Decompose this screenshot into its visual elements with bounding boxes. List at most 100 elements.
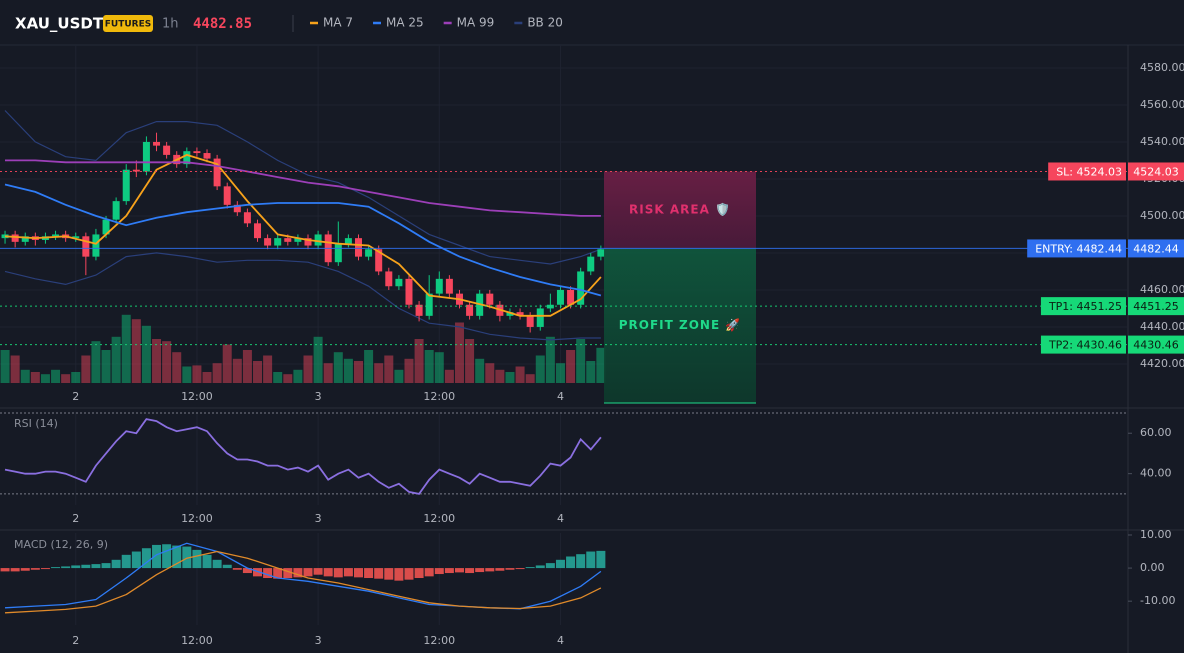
macd-histogram-bar [192,549,202,569]
profit-zone [604,248,756,403]
candle-body [233,204,241,213]
candle-body [294,238,302,242]
candle-body [142,141,150,172]
candle-body [52,234,60,237]
candle-body [344,238,352,244]
badge-background [103,15,153,32]
moving-average [5,159,601,217]
volume-bar [374,363,384,383]
volume-bar [465,339,475,383]
volume-bar [333,352,343,383]
volume-bar [61,374,71,383]
volume-bar [253,361,263,383]
legend: MA 7 MA 25 MA 99 BB 20 [310,16,563,30]
candle-body [264,238,272,246]
interval[interactable]: 1h [162,17,179,32]
macd-histogram-bar [10,568,20,572]
macd-histogram-bar [40,568,50,570]
candle-body [516,312,524,316]
candle-body [354,238,362,257]
volume-bar [51,369,61,383]
macd-histogram-bar [364,568,374,579]
legend-label: MA 25 [386,16,424,30]
macd-histogram-bar [263,568,273,579]
level-tag-bg [1027,239,1126,258]
candle-body [405,278,413,305]
volume-bar [535,355,545,383]
candle-body [72,236,80,239]
volume-bar [101,350,111,383]
candle-body [243,212,251,224]
candle-body [567,289,575,305]
macd-histogram-bar [273,568,283,579]
volume-bar [404,358,414,383]
volume-bar [71,372,81,383]
risk-zone [604,171,756,249]
macd-histogram-bar [394,568,404,581]
x-tick-label: 4 [557,390,564,403]
x-tick-label: 3 [315,512,322,525]
legend-label: MA 99 [457,16,495,30]
macd-histogram-bar [404,568,414,580]
volume-bar [0,350,10,383]
candle-body [254,223,262,239]
candle-body [284,238,292,242]
zone-label: RISK AREA 🛡️ [629,202,731,216]
volume-bar [30,372,40,383]
legend-label: MA 7 [323,16,353,30]
level-tag: ENTRY: 4482.44 [1035,242,1122,255]
legend-label: BB 20 [527,16,563,30]
x-tick-label: 2 [72,634,79,647]
price-tag-bg [1128,335,1184,354]
macd-histogram-bar [152,544,162,569]
macd-histogram-bar [232,568,242,570]
price-tag: 4524.03 [1133,165,1179,178]
y-tick-label: 4500.00 [1140,209,1184,222]
y-tick-label: 4540.00 [1140,135,1184,148]
volume-bar [152,339,162,383]
volume-bar [222,344,232,383]
x-tick-label: 2 [72,512,79,525]
macd-histogram-bar [283,568,293,579]
volume-bar [232,358,242,383]
y-tick-label: 40.00 [1140,467,1172,480]
candle-body [385,271,393,287]
volume-bar [121,314,131,383]
macd-histogram-bar [253,568,263,577]
volume-bar [242,350,252,383]
macd-histogram-bar [323,568,333,577]
macd-histogram-bar [485,568,495,572]
macd-histogram-bar [586,551,596,569]
macd-histogram-bar [20,568,30,571]
candle-body [183,151,191,165]
candle-body [415,304,423,316]
macd-histogram-bar [566,556,576,569]
volume-bar [212,363,222,383]
volume-bar [131,319,141,383]
macd-histogram-bar [182,546,192,569]
volume-bar [20,369,30,383]
candle-body [193,151,201,154]
volume-bar [485,363,495,383]
candle-body [334,243,342,263]
x-tick-label: 12:00 [181,512,213,525]
y-tick-label: 4580.00 [1140,61,1184,74]
volume-bar [394,369,404,383]
macd-histogram-bar [535,565,545,569]
x-tick-label: 3 [315,390,322,403]
volume-bar [172,352,182,383]
volume-bar [384,355,394,383]
macd-histogram-bar [131,551,141,569]
candle-body [213,158,221,187]
volume-bar [364,350,374,383]
candle-body [122,169,130,202]
macd-histogram-bar [384,568,394,580]
candle-body [597,249,605,257]
level-tag-bg [1040,335,1126,354]
moving-average [4,183,602,297]
volume-bar [293,369,303,383]
volume-bar [111,336,121,383]
candle-body [203,153,211,159]
volume-bar [303,355,313,383]
